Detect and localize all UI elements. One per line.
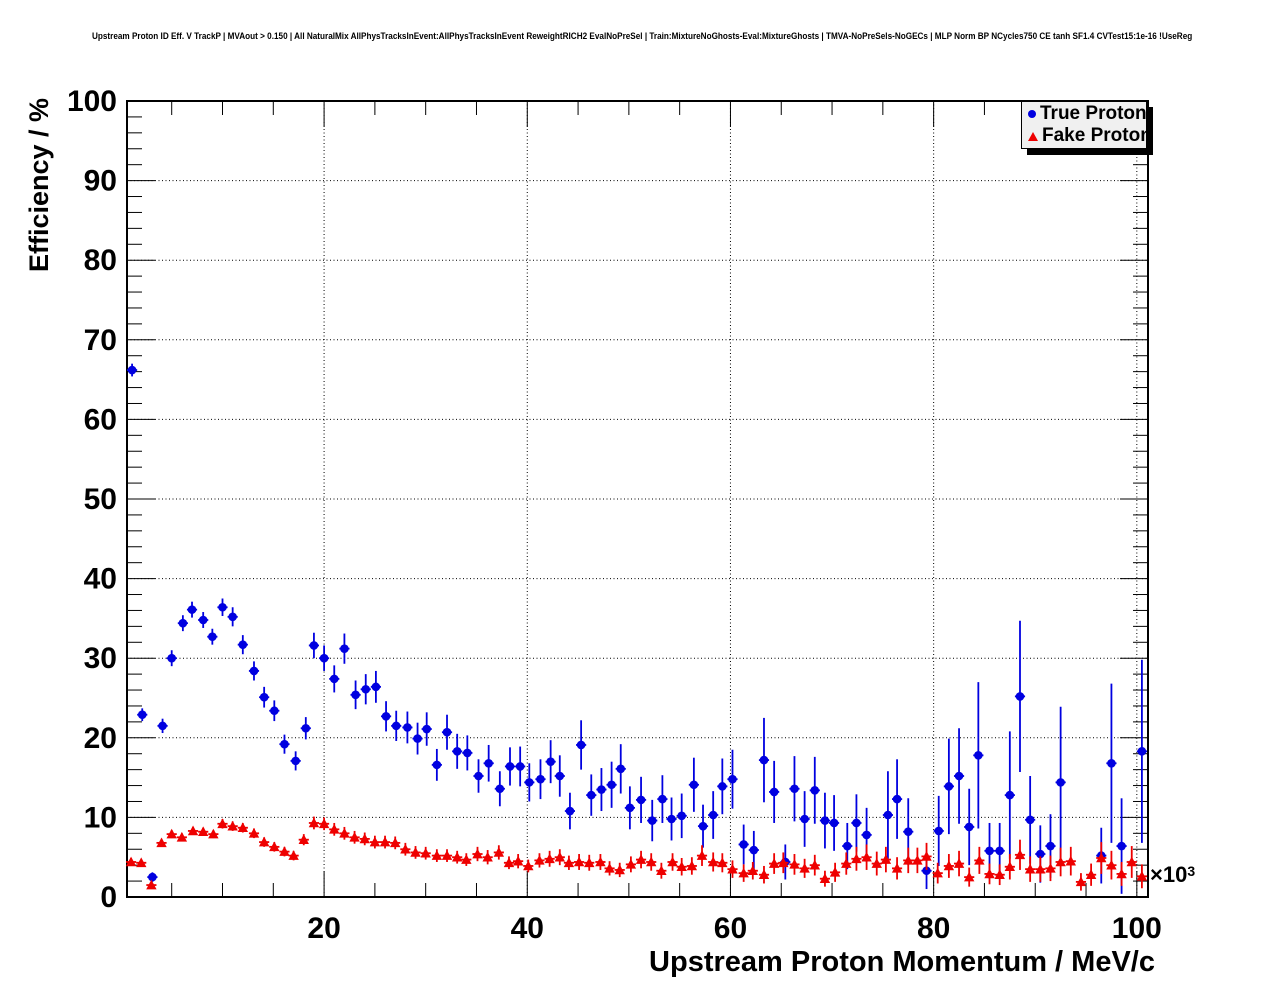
svg-text:60: 60 [84, 403, 117, 436]
x-scale-base: ×10 [1150, 862, 1188, 887]
plot-title: Upstream Proton ID Eff. V TrackP | MVAou… [92, 31, 1193, 42]
svg-text:20: 20 [84, 722, 117, 755]
legend-entry-true-proton: True Proton [1028, 102, 1147, 125]
svg-text:20: 20 [307, 912, 340, 945]
svg-text:90: 90 [84, 165, 117, 198]
svg-text:100: 100 [67, 85, 117, 118]
svg-text:50: 50 [84, 483, 117, 516]
legend-entry-fake-proton: Fake Proton [1028, 125, 1152, 147]
svg-text:0: 0 [100, 881, 117, 914]
svg-text:70: 70 [84, 324, 117, 357]
svg-text:80: 80 [84, 244, 117, 277]
legend-label: True Proton [1040, 102, 1147, 124]
y-axis-title: Efficiency / % [24, 97, 54, 272]
svg-text:100: 100 [1112, 912, 1162, 945]
svg-text:40: 40 [84, 563, 117, 596]
circle-marker-icon [1028, 109, 1036, 118]
svg-text:30: 30 [84, 642, 117, 675]
x-scale-exp: 3 [1187, 863, 1196, 879]
triangle-marker-icon [1028, 131, 1038, 141]
x-axis-title: Upstream Proton Momentum / MeV/c [649, 946, 1155, 978]
legend: True Proton Fake Proton [1021, 101, 1152, 149]
svg-text:60: 60 [714, 912, 747, 945]
svg-text:40: 40 [511, 912, 544, 945]
legend-label: Fake Proton [1042, 125, 1152, 147]
svg-text:80: 80 [917, 912, 950, 945]
svg-text:10: 10 [84, 801, 117, 834]
x-axis-scale-exponent: ×103 [1150, 862, 1195, 888]
